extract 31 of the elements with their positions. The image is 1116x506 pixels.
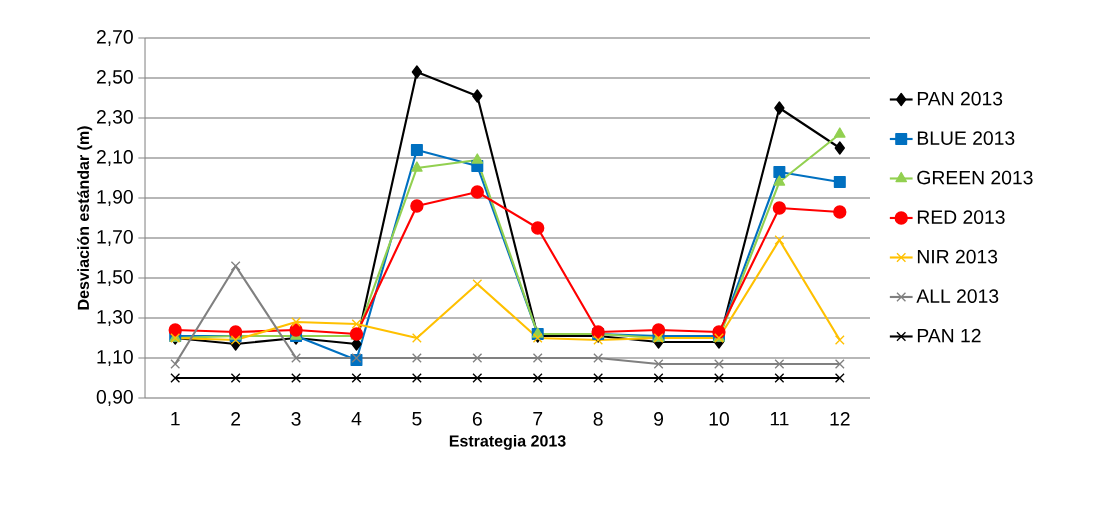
x-tick-label: 8 xyxy=(593,412,603,426)
y-tick-label: 2,50 xyxy=(96,70,133,86)
x-tick-label: 3 xyxy=(291,412,301,426)
y-tick-label: 1,90 xyxy=(97,189,133,206)
x-axis-title: Estrategia 2013 xyxy=(449,434,566,450)
y-axis-title: Desviación estándar (m) xyxy=(77,126,93,310)
x-tick-label: 5 xyxy=(412,412,422,426)
x-tick-label: 7 xyxy=(533,412,543,426)
legend-label: NIR 2013 xyxy=(917,249,998,264)
y-tick-label: 2,30 xyxy=(96,110,133,126)
y-tick-label: 1,30 xyxy=(97,309,133,326)
x-tick-label: 9 xyxy=(654,412,664,426)
x-tick-label: 1 xyxy=(171,412,180,426)
y-tick-label: 1,70 xyxy=(97,229,133,246)
legend-label: PAN 2013 xyxy=(917,91,1003,106)
y-tick-label: 1,50 xyxy=(97,269,133,286)
y-tick-label: 0,90 xyxy=(96,389,133,406)
legend-label: GREEN 2013 xyxy=(917,170,1033,185)
legend-label: BLUE 2013 xyxy=(917,131,1015,145)
x-tick-label: 2 xyxy=(231,412,241,426)
y-tick-label: 2,70 xyxy=(96,30,133,46)
legend-label: ALL 2013 xyxy=(916,289,999,303)
x-tick-label: 12 xyxy=(830,412,850,426)
x-tick-label: 11 xyxy=(770,412,789,426)
x-tick-label: 4 xyxy=(351,412,362,426)
legend-label: PAN 12 xyxy=(917,328,981,343)
legend-label: RED 2013 xyxy=(917,210,1005,224)
y-tick-label: 1,10 xyxy=(97,349,133,366)
y-tick-label: 2,10 xyxy=(96,150,133,166)
x-tick-label: 10 xyxy=(709,412,729,426)
x-tick-label: 6 xyxy=(472,412,482,426)
